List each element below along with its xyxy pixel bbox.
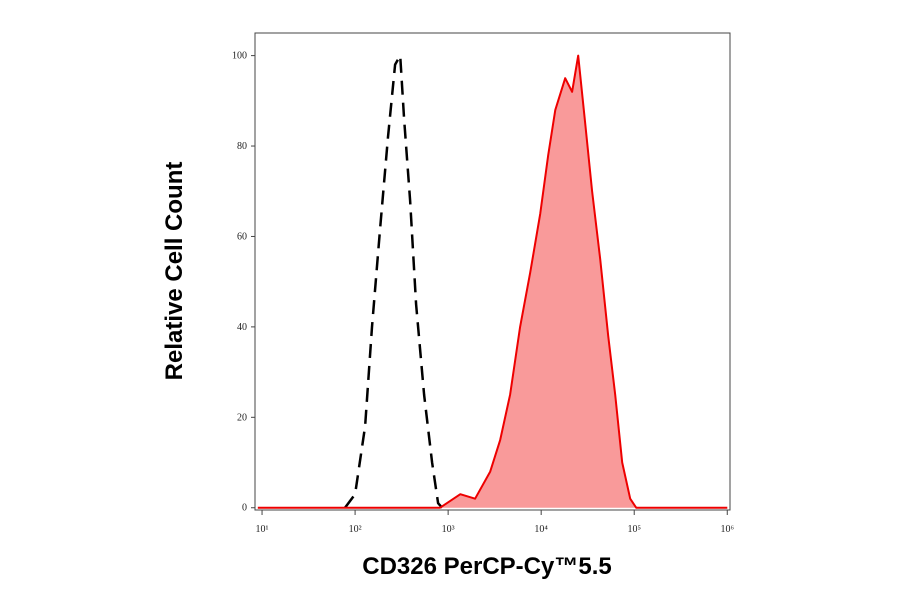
x-tick-label: 10⁵: [627, 524, 641, 535]
x-axis-label: CD326 PerCP-Cy™5.5: [362, 553, 611, 580]
histogram-line: [257, 54, 728, 509]
y-tick-label: 100: [232, 51, 247, 62]
histogram-area: [257, 55, 728, 508]
y-tick-label: 0: [242, 503, 247, 514]
plot-frame: [254, 32, 731, 511]
x-tick-label: 10⁶: [721, 524, 735, 535]
x-tick-label: 10¹: [256, 524, 269, 535]
y-axis-label: Relative Cell Count: [161, 162, 188, 381]
x-tick-label: 10⁴: [534, 524, 548, 535]
y-tick-label: 40: [237, 322, 247, 333]
x-tick-label: 10³: [442, 524, 455, 535]
y-tick-label: 20: [237, 412, 247, 423]
x-tick-label: 10²: [349, 524, 362, 535]
y-tick-label: 60: [237, 231, 247, 242]
histogram-line: [343, 54, 444, 509]
y-tick-label: 80: [237, 141, 247, 152]
